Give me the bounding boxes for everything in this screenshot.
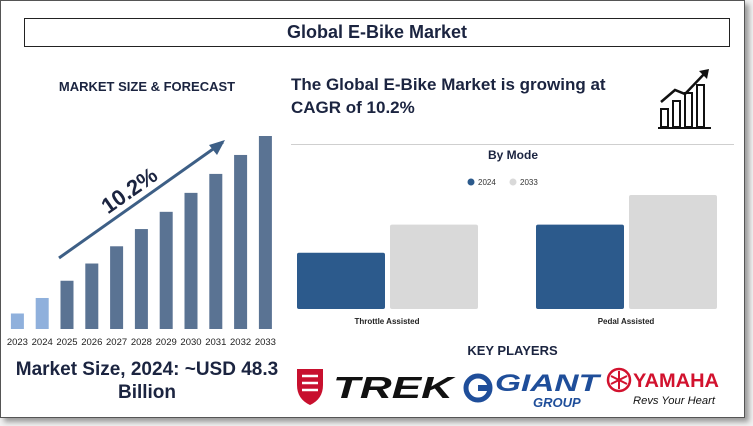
forecast-bar-2024 bbox=[35, 297, 49, 329]
by-mode-bar-chart: By Mode 2024 2033 Throttle Assisted Pedal … bbox=[297, 148, 717, 326]
forecast-tick-2026: 2026 bbox=[81, 337, 102, 348]
legend-label-2033: 2033 bbox=[520, 178, 538, 187]
giant-group-text: GROUP bbox=[533, 395, 581, 410]
growth-chart-icon bbox=[658, 69, 711, 129]
forecast-bar-2031 bbox=[209, 173, 223, 329]
mode-bar-throttle-assisted-2024 bbox=[297, 252, 385, 309]
forecast-bar-2032 bbox=[234, 154, 248, 329]
mode-category-label: Pedal Assisted bbox=[598, 317, 655, 326]
trek-logo-text: TREK bbox=[333, 371, 457, 403]
infographic-frame: Global E-Bike Market MARKET SIZE & FOREC… bbox=[0, 0, 745, 418]
forecast-tick-2025: 2025 bbox=[56, 337, 77, 348]
forecast-tick-2032: 2032 bbox=[230, 337, 251, 348]
forecast-bar-2026 bbox=[85, 263, 99, 329]
key-players-heading: KEY PLAYERS bbox=[467, 343, 558, 358]
yamaha-tagline-text: Revs Your Heart bbox=[633, 395, 716, 407]
forecast-tick-2033: 2033 bbox=[255, 337, 276, 348]
forecast-bar-2029 bbox=[159, 211, 173, 329]
mode-bar-pedal-assisted-2033 bbox=[629, 195, 717, 309]
mode-bar-throttle-assisted-2033 bbox=[390, 224, 478, 309]
yamaha-emblem-icon bbox=[606, 367, 632, 393]
forecast-tick-2024: 2024 bbox=[32, 337, 53, 348]
forecast-bar-chart: 2023 2024 2025 2026 2027 2028 2029 2030 2031 2032… bbox=[7, 136, 276, 348]
forecast-bar-2025 bbox=[60, 280, 74, 329]
trend-arrow-head bbox=[209, 140, 225, 155]
forecast-bar-2033 bbox=[258, 136, 272, 329]
giant-logo: GIANT GROUP bbox=[495, 370, 602, 410]
trend-arrow-icon bbox=[58, 140, 224, 260]
forecast-tick-2023: 2023 bbox=[7, 337, 28, 348]
yamaha-logo: YAMAHA Revs Your Heart bbox=[633, 371, 719, 407]
yamaha-logo-text: YAMAHA bbox=[633, 371, 719, 392]
forecast-bar-2023 bbox=[10, 313, 24, 329]
legend-swatch-2033 bbox=[509, 178, 517, 186]
forecast-bar-2027 bbox=[110, 246, 124, 329]
giant-swoosh-icon bbox=[463, 373, 493, 403]
legend-label-2024: 2024 bbox=[478, 178, 496, 187]
forecast-tick-2029: 2029 bbox=[156, 337, 177, 348]
legend-swatch-2024 bbox=[467, 178, 475, 186]
forecast-bar-2028 bbox=[134, 229, 148, 329]
cagr-headline: The Global E-Bike Market is growing at C… bbox=[291, 75, 606, 117]
trek-shield-icon bbox=[297, 369, 323, 405]
mode-category-label: Throttle Assisted bbox=[354, 317, 419, 326]
mode-bar-pedal-assisted-2024 bbox=[536, 224, 624, 309]
market-size-text: Market Size, 2024: ~USD 48.3 Billion bbox=[15, 359, 279, 403]
forecast-tick-2028: 2028 bbox=[131, 337, 152, 348]
trek-logo: TREK bbox=[333, 371, 457, 403]
forecast-tick-2030: 2030 bbox=[180, 337, 201, 348]
mode-chart-title: By Mode bbox=[488, 148, 538, 162]
forecast-tick-2027: 2027 bbox=[106, 337, 127, 348]
giant-logo-text: GIANT bbox=[495, 370, 602, 397]
section-divider bbox=[291, 144, 734, 145]
page-title: Global E-Bike Market bbox=[24, 18, 730, 47]
forecast-tick-2031: 2031 bbox=[205, 337, 226, 348]
forecast-bar-2030 bbox=[184, 192, 198, 329]
market-size-forecast-label: MARKET SIZE & FORECAST bbox=[58, 79, 236, 94]
